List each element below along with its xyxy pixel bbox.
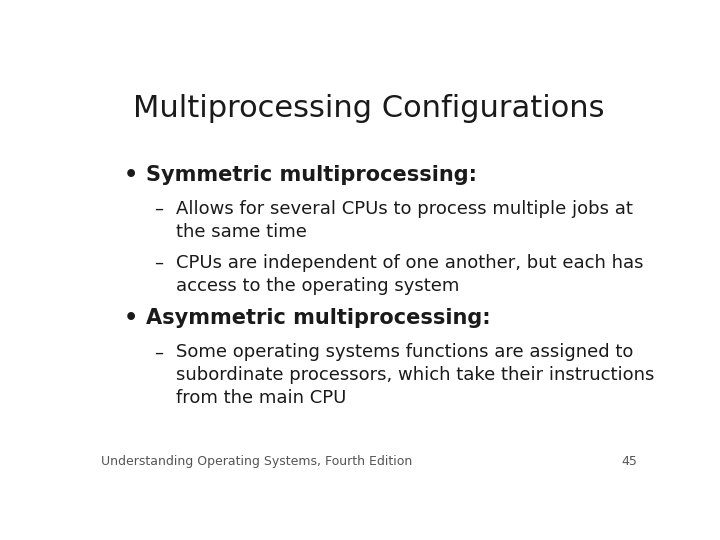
Text: CPUs are independent of one another, but each has: CPUs are independent of one another, but… (176, 254, 644, 272)
Text: Multiprocessing Configurations: Multiprocessing Configurations (133, 94, 605, 123)
Text: –: – (154, 254, 163, 272)
Text: Asymmetric multiprocessing:: Asymmetric multiprocessing: (145, 308, 490, 328)
Text: the same time: the same time (176, 223, 307, 241)
Text: •: • (124, 308, 138, 328)
Text: subordinate processors, which take their instructions: subordinate processors, which take their… (176, 366, 655, 384)
Text: Allows for several CPUs to process multiple jobs at: Allows for several CPUs to process multi… (176, 200, 634, 218)
Text: 45: 45 (621, 455, 637, 468)
Text: Understanding Operating Systems, Fourth Edition: Understanding Operating Systems, Fourth … (101, 455, 413, 468)
Text: from the main CPU: from the main CPU (176, 389, 347, 407)
Text: Some operating systems functions are assigned to: Some operating systems functions are ass… (176, 343, 634, 361)
Text: access to the operating system: access to the operating system (176, 277, 460, 295)
Text: –: – (154, 343, 163, 361)
Text: •: • (124, 165, 138, 185)
Text: –: – (154, 200, 163, 218)
Text: Symmetric multiprocessing:: Symmetric multiprocessing: (145, 165, 477, 185)
